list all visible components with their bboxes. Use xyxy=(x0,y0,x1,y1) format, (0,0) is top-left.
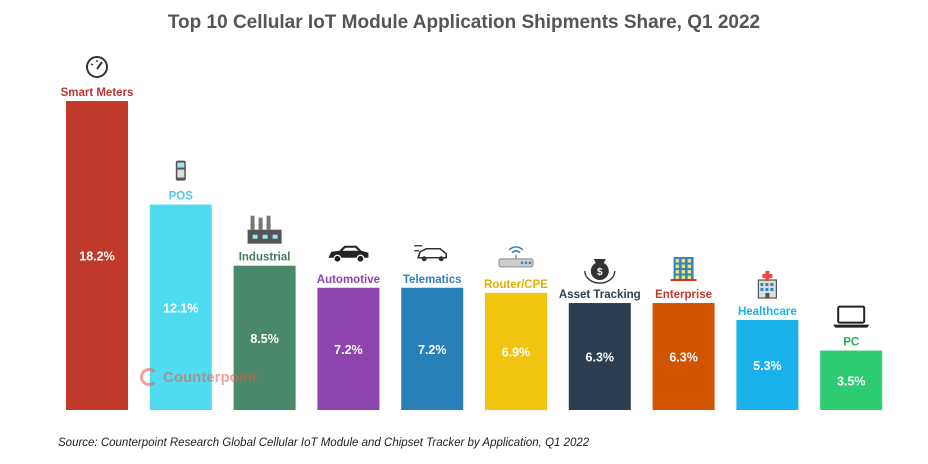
category-label-healthcare: Healthcare xyxy=(738,306,797,318)
building-icon xyxy=(670,257,697,282)
category-label-pos: POS xyxy=(169,191,194,203)
category-label-asset-tracking: Asset Tracking xyxy=(559,289,641,301)
svg-text:$: $ xyxy=(597,267,603,278)
hospital-icon xyxy=(757,271,778,299)
router-icon xyxy=(498,246,534,268)
category-label-telematics: Telematics xyxy=(403,274,462,286)
bar-asset-tracking xyxy=(568,303,631,410)
car-icon xyxy=(328,245,369,263)
category-label-pc: PC xyxy=(843,337,859,349)
category-label-smart-meters: Smart Meters xyxy=(61,87,134,99)
category-label-router-cpe: Router/CPE xyxy=(484,279,548,291)
value-label-telematics: 7.2% xyxy=(418,343,447,357)
category-label-automotive: Automotive xyxy=(317,274,380,286)
bar-router-cpe xyxy=(485,292,547,410)
telematics-icon xyxy=(414,245,448,262)
category-label-enterprise: Enterprise xyxy=(655,289,712,301)
bar-automotive xyxy=(317,287,380,410)
bar-smart-meters xyxy=(66,101,128,410)
bar-healthcare xyxy=(736,320,799,410)
value-label-asset-tracking: 6.3% xyxy=(586,351,615,365)
bar-industrial xyxy=(233,265,296,410)
laptop-icon xyxy=(833,305,870,328)
counterpoint-logo-icon xyxy=(140,368,158,386)
value-label-healthcare: 5.3% xyxy=(753,359,782,373)
bar-pos xyxy=(149,204,212,410)
value-label-automotive: 7.2% xyxy=(334,343,363,357)
bar-pc xyxy=(820,350,883,410)
watermark: Counterpoint xyxy=(140,368,257,386)
pos-terminal-icon xyxy=(175,160,186,181)
value-label-smart-meters: 18.2% xyxy=(79,250,114,264)
value-label-pos: 12.1% xyxy=(163,301,198,315)
value-label-industrial: 8.5% xyxy=(250,332,279,346)
factory-icon xyxy=(247,215,282,244)
value-label-router-cpe: 6.9% xyxy=(502,345,531,359)
chart-title: Top 10 Cellular IoT Module Application S… xyxy=(167,12,761,33)
bar-enterprise xyxy=(652,303,715,410)
meter-icon xyxy=(86,56,108,78)
bar-telematics xyxy=(401,287,464,410)
value-label-pc: 3.5% xyxy=(837,374,866,388)
value-label-enterprise: 6.3% xyxy=(669,351,698,365)
asset-tracking-icon: $ xyxy=(584,259,616,284)
watermark-name: Counterpoint xyxy=(163,368,258,386)
category-label-industrial: Industrial xyxy=(239,252,291,264)
source-note: Source: Counterpoint Research Global Cel… xyxy=(58,437,590,449)
